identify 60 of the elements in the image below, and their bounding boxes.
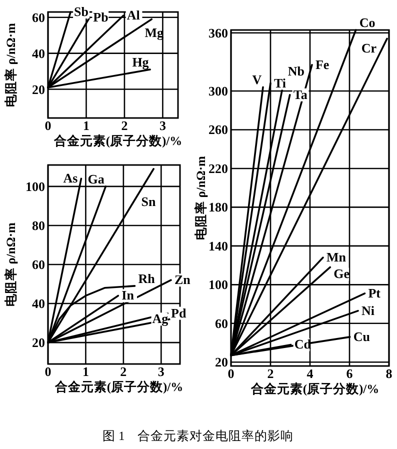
y-tick-label: 60 (215, 316, 228, 331)
series-label: Hg (132, 54, 150, 70)
y-tick-label: 40 (32, 296, 45, 312)
y-axis-title: 电阻率 ρ/nΩ·m (193, 156, 208, 240)
y-tick-label: 100 (26, 178, 45, 194)
y-tick-label: 80 (32, 218, 45, 233)
series-label: Sb (74, 4, 89, 19)
series-label: Mn (326, 250, 347, 265)
series-label: In (122, 288, 135, 303)
series-label: Fe (315, 56, 330, 72)
series-label: Co (359, 15, 376, 30)
y-tick-label: 220 (208, 160, 228, 176)
series-label: V (252, 72, 262, 88)
y-axis-title: 电阻率 ρ/nΩ·m (3, 22, 18, 107)
x-tick-label: 0 (44, 364, 52, 379)
x-axis-title: 合金元素(原子分数)/% (250, 381, 380, 396)
y-tick-label: 60 (32, 257, 45, 272)
series-label: Sn (141, 194, 156, 209)
x-tick-label: 1 (82, 118, 90, 133)
caption: 图 1 合金元素对金电阻率的影响 (102, 428, 294, 443)
series-label: Nb (288, 63, 304, 78)
series-label: Cu (353, 328, 370, 344)
y-tick-label: 100 (208, 277, 228, 292)
x-tick-label: 4 (306, 366, 314, 381)
y-tick-label: 20 (32, 82, 45, 97)
x-tick-label: 2 (267, 366, 274, 381)
series-label: Pt (368, 285, 382, 300)
series-label: Pd (171, 305, 187, 320)
y-tick-label: 300 (208, 84, 228, 99)
y-tick-label: 20 (215, 354, 228, 370)
series-label: Cr (361, 40, 377, 56)
y-tick-label: 180 (208, 200, 228, 215)
x-tick-label: 8 (386, 366, 393, 381)
series-label: Ta (293, 86, 308, 102)
y-tick-label: 40 (32, 46, 45, 61)
series-label: Ag (152, 311, 169, 326)
x-tick-label: 0 (228, 366, 234, 381)
y-tick-label: 20 (32, 335, 45, 350)
y-tick-label: 360 (208, 25, 228, 40)
x-tick-label: 1 (82, 364, 89, 379)
series-label: Al (126, 8, 140, 23)
x-tick-label: 2 (121, 118, 128, 133)
y-tick-label: 260 (208, 122, 228, 138)
series-label: Pb (93, 9, 108, 24)
x-axis-title: 合金元素(原子分数)/% (54, 379, 184, 394)
x-tick-label: 0 (44, 118, 52, 133)
y-tick-label: 140 (208, 238, 228, 254)
x-axis-title: 合金元素(原子分数)/% (52, 133, 182, 148)
x-tick-label: 6 (346, 366, 354, 381)
x-tick-label: 2 (120, 364, 127, 379)
series-label: Ti (274, 75, 286, 90)
series-label: As (63, 170, 78, 186)
x-tick-label: 3 (158, 364, 165, 379)
y-axis-title: 电阻率 ρ/nΩ·m (3, 222, 18, 306)
series-label: Rh (138, 270, 156, 286)
series-label: Zn (174, 272, 192, 288)
series-label: Ga (88, 171, 105, 186)
x-tick-label: 3 (159, 118, 166, 133)
y-tick-label: 60 (32, 10, 45, 25)
series-label: Ni (361, 302, 375, 318)
